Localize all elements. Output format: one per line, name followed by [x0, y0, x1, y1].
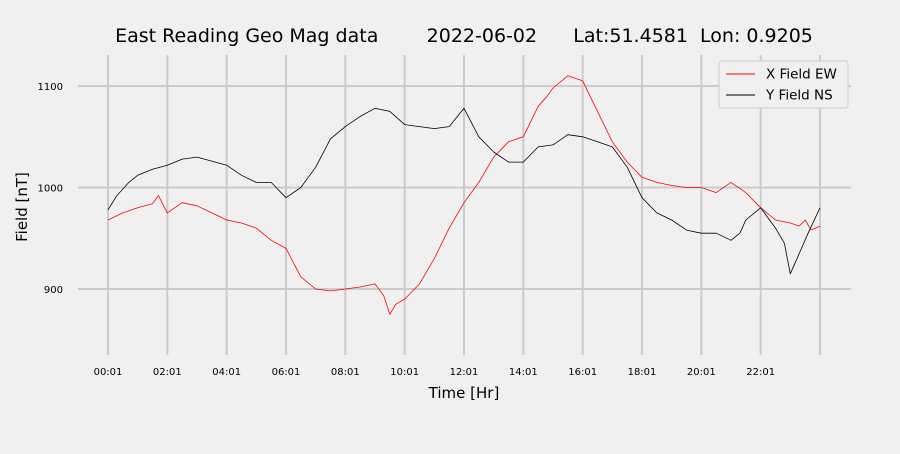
legend-box [718, 60, 849, 109]
x-axis-label: Time [Hr] [428, 384, 500, 402]
x-tick-label: 12:01 [450, 367, 479, 378]
x-tick-label: 04:01 [212, 367, 241, 378]
series-layer [107, 75, 821, 315]
y-tick-label: 1000 [38, 184, 63, 195]
x-tick-label: 16:01 [568, 367, 597, 378]
series-line-y-field [107, 107, 821, 275]
legend-label-y-field: Y Field NS [765, 88, 833, 104]
grid-layer [78, 55, 851, 355]
series-line-x-field [107, 75, 821, 315]
x-tick-label: 02:01 [153, 367, 182, 378]
x-tick-label: 20:01 [687, 367, 716, 378]
x-tick-label: 14:01 [509, 367, 538, 378]
x-tick-label: 06:01 [272, 367, 301, 378]
x-tick-label: 18:01 [628, 367, 657, 378]
y-tick-label: 900 [44, 285, 63, 296]
y-axis-label: Field [nT] [13, 172, 31, 242]
legend: X Field EW Y Field NS [718, 60, 849, 109]
x-tick-label: 08:01 [331, 367, 360, 378]
ticks-layer: 900 1000 1100 00:01 02:01 04:01 06:01 08:01 10:0… [38, 82, 776, 378]
y-tick-label: 1100 [38, 82, 63, 93]
x-tick-label: 22:01 [746, 367, 775, 378]
x-tick-label: 00:01 [94, 367, 123, 378]
x-tick-label: 10:01 [390, 367, 419, 378]
legend-label-x-field: X Field EW [766, 67, 837, 83]
chart-title: East Reading Geo Mag data 2022-06-02 Lat… [115, 25, 813, 47]
